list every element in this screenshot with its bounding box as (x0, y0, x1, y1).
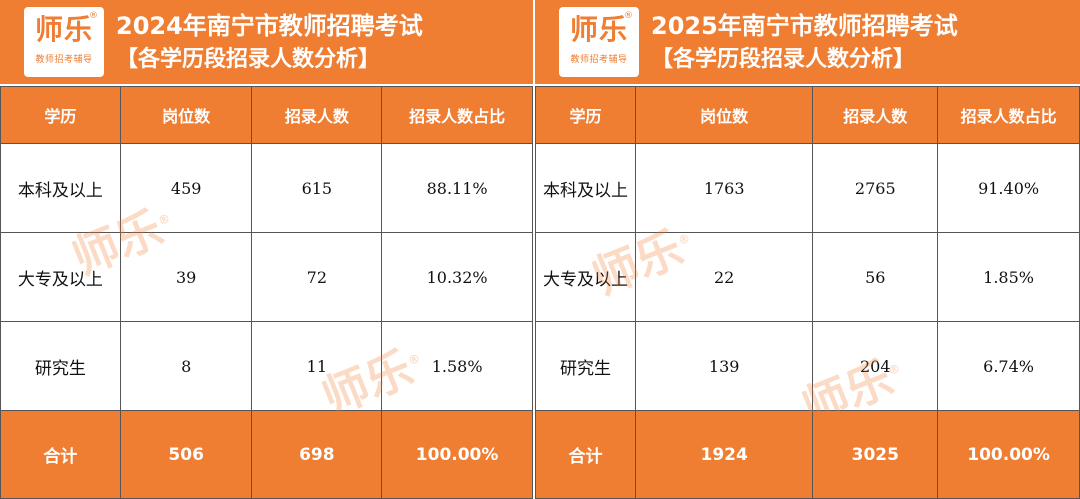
page-subtitle: 【各学历段招录人数分析】 (651, 47, 916, 72)
table-cell: 56 (812, 232, 939, 322)
column-header: 招录人数 (812, 86, 939, 144)
table-header-row: 学历 岗位数 招录人数 招录人数占比 (535, 86, 1080, 144)
total-row: 合计 506 698 100.00% (0, 410, 533, 499)
table-cell: 100.00% (937, 410, 1080, 499)
right-header: ® 师乐 教师招考辅导 2025年南宁市教师招聘考试 【各学历段招录人数分析】 (535, 0, 1080, 86)
data-table: 学历 岗位数 招录人数 招录人数占比 本科及以上 459 615 88.11% … (0, 86, 533, 499)
table-cell: 2765 (812, 143, 939, 233)
table-cell: 39 (119, 232, 253, 322)
table-cell: 1.85% (937, 232, 1080, 322)
brand-mark: 师乐 (34, 13, 93, 46)
left-panel: ® 师乐 教师招考辅导 2024年南宁市教师招聘考试 【各学历段招录人数分析】 … (0, 0, 533, 499)
table-cell: 本科及以上 (535, 143, 636, 233)
table-cell: 8 (119, 321, 253, 411)
column-header: 岗位数 (119, 86, 253, 144)
brand-subtitle: 教师招考辅导 (570, 55, 628, 65)
table-cell: 合计 (535, 410, 636, 499)
page-subtitle: 【各学历段招录人数分析】 (116, 47, 381, 72)
table-cell: 3025 (812, 410, 939, 499)
table-cell: 506 (119, 410, 253, 499)
table-cell: 研究生 (0, 321, 121, 411)
table-row: 研究生 139 204 6.74% (535, 321, 1080, 411)
table-cell: 大专及以上 (535, 232, 636, 322)
table-cell: 11 (251, 321, 383, 411)
table-cell: 91.40% (937, 143, 1080, 233)
table-cell: 72 (251, 232, 383, 322)
table-row: 本科及以上 1763 2765 91.40% (535, 143, 1080, 233)
table-cell: 698 (251, 410, 383, 499)
table-cell: 大专及以上 (0, 232, 121, 322)
table-cell: 6.74% (937, 321, 1080, 411)
table-cell: 615 (251, 143, 383, 233)
total-row: 合计 1924 3025 100.00% (535, 410, 1080, 499)
table-cell: 1.58% (381, 321, 533, 411)
table-cell: 459 (119, 143, 253, 233)
table-row: 研究生 8 11 1.58% (0, 321, 533, 411)
table-row: 大专及以上 39 72 10.32% (0, 232, 533, 322)
column-header: 学历 (0, 86, 121, 144)
table-header-row: 学历 岗位数 招录人数 招录人数占比 (0, 86, 533, 144)
page-title: 2024年南宁市教师招聘考试 (116, 12, 423, 40)
registered-mark: ® (624, 11, 633, 21)
table-row: 本科及以上 459 615 88.11% (0, 143, 533, 233)
data-table: 学历 岗位数 招录人数 招录人数占比 本科及以上 1763 2765 91.40… (535, 86, 1080, 499)
table-row: 大专及以上 22 56 1.85% (535, 232, 1080, 322)
brand-logo: ® 师乐 教师招考辅导 (24, 7, 104, 77)
table-cell: 204 (812, 321, 939, 411)
table-cell: 1763 (634, 143, 814, 233)
left-header: ® 师乐 教师招考辅导 2024年南宁市教师招聘考试 【各学历段招录人数分析】 (0, 0, 533, 86)
table-cell: 10.32% (381, 232, 533, 322)
table-cell: 22 (634, 232, 814, 322)
table-cell: 合计 (0, 410, 121, 499)
right-panel: ® 师乐 教师招考辅导 2025年南宁市教师招聘考试 【各学历段招录人数分析】 … (535, 0, 1080, 499)
column-header: 学历 (535, 86, 636, 144)
brand-mark: 师乐 (569, 13, 628, 46)
table-cell: 88.11% (381, 143, 533, 233)
registered-mark: ® (89, 11, 98, 21)
column-header: 招录人数占比 (381, 86, 533, 144)
table-cell: 研究生 (535, 321, 636, 411)
brand-subtitle: 教师招考辅导 (35, 55, 93, 65)
column-header: 招录人数占比 (937, 86, 1080, 144)
brand-logo: ® 师乐 教师招考辅导 (559, 7, 639, 77)
column-header: 招录人数 (251, 86, 383, 144)
table-cell: 100.00% (381, 410, 533, 499)
table-cell: 本科及以上 (0, 143, 121, 233)
table-cell: 139 (634, 321, 814, 411)
table-cell: 1924 (634, 410, 814, 499)
page-title: 2025年南宁市教师招聘考试 (651, 12, 958, 40)
panel-divider (533, 0, 535, 499)
column-header: 岗位数 (634, 86, 814, 144)
